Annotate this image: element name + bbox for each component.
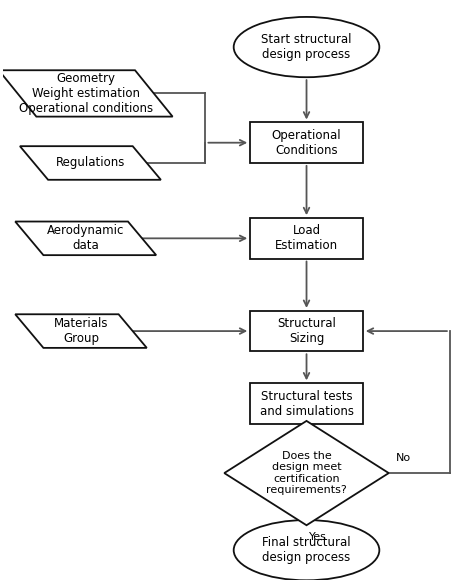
Text: No: No: [396, 453, 411, 462]
Bar: [250, 123, 363, 163]
Polygon shape: [20, 146, 161, 180]
Polygon shape: [0, 70, 173, 117]
Text: Final structural
design process: Final structural design process: [262, 536, 351, 564]
Text: Structural tests
and simulations: Structural tests and simulations: [259, 389, 354, 418]
Text: Structural
Sizing: Structural Sizing: [277, 317, 336, 345]
Bar: [250, 218, 363, 259]
Text: Regulations: Regulations: [56, 156, 125, 170]
Ellipse shape: [234, 17, 379, 77]
Text: Aerodynamic
data: Aerodynamic data: [47, 224, 124, 252]
Text: Materials
Group: Materials Group: [54, 317, 108, 345]
Text: Load
Estimation: Load Estimation: [275, 224, 338, 252]
Bar: [250, 311, 363, 352]
Polygon shape: [15, 314, 147, 348]
Text: Yes: Yes: [310, 532, 327, 542]
Ellipse shape: [234, 520, 379, 580]
Polygon shape: [15, 221, 156, 255]
Text: Operational
Conditions: Operational Conditions: [272, 129, 341, 157]
Polygon shape: [224, 421, 389, 525]
Text: Geometry
Weight estimation
Operational conditions: Geometry Weight estimation Operational c…: [18, 72, 153, 115]
Bar: [250, 383, 363, 424]
Text: Does the
design meet
certification
requirements?: Does the design meet certification requi…: [266, 451, 347, 496]
Text: Start structural
design process: Start structural design process: [261, 33, 352, 61]
